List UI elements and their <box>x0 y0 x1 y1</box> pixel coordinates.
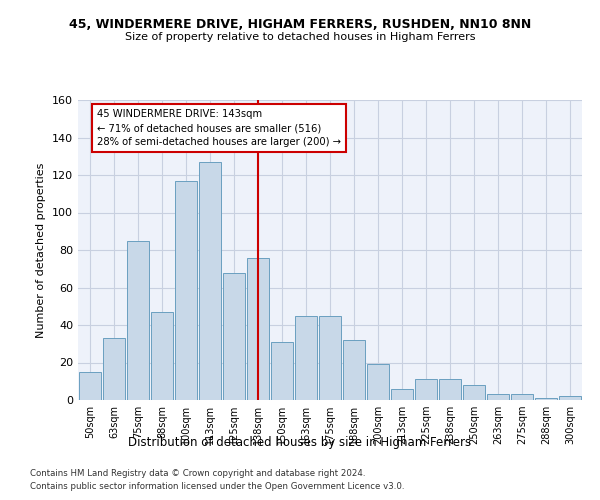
Bar <box>511 394 533 400</box>
Text: 45 WINDERMERE DRIVE: 143sqm
← 71% of detached houses are smaller (516)
28% of se: 45 WINDERMERE DRIVE: 143sqm ← 71% of det… <box>97 110 341 148</box>
Bar <box>463 385 485 400</box>
Bar <box>175 180 197 400</box>
Bar <box>415 380 437 400</box>
Bar <box>535 398 557 400</box>
Text: Contains public sector information licensed under the Open Government Licence v3: Contains public sector information licen… <box>30 482 404 491</box>
Text: Size of property relative to detached houses in Higham Ferrers: Size of property relative to detached ho… <box>125 32 475 42</box>
Bar <box>223 272 245 400</box>
Text: Contains HM Land Registry data © Crown copyright and database right 2024.: Contains HM Land Registry data © Crown c… <box>30 468 365 477</box>
Bar <box>271 342 293 400</box>
Bar <box>487 394 509 400</box>
Bar <box>559 396 581 400</box>
Bar <box>343 340 365 400</box>
Bar <box>199 162 221 400</box>
Bar <box>151 312 173 400</box>
Bar <box>247 258 269 400</box>
Bar <box>127 240 149 400</box>
Bar <box>79 372 101 400</box>
Bar <box>295 316 317 400</box>
Bar <box>439 380 461 400</box>
Text: 45, WINDERMERE DRIVE, HIGHAM FERRERS, RUSHDEN, NN10 8NN: 45, WINDERMERE DRIVE, HIGHAM FERRERS, RU… <box>69 18 531 30</box>
Y-axis label: Number of detached properties: Number of detached properties <box>37 162 46 338</box>
Text: Distribution of detached houses by size in Higham Ferrers: Distribution of detached houses by size … <box>128 436 472 449</box>
Bar <box>367 364 389 400</box>
Bar <box>319 316 341 400</box>
Bar <box>103 338 125 400</box>
Bar <box>391 389 413 400</box>
